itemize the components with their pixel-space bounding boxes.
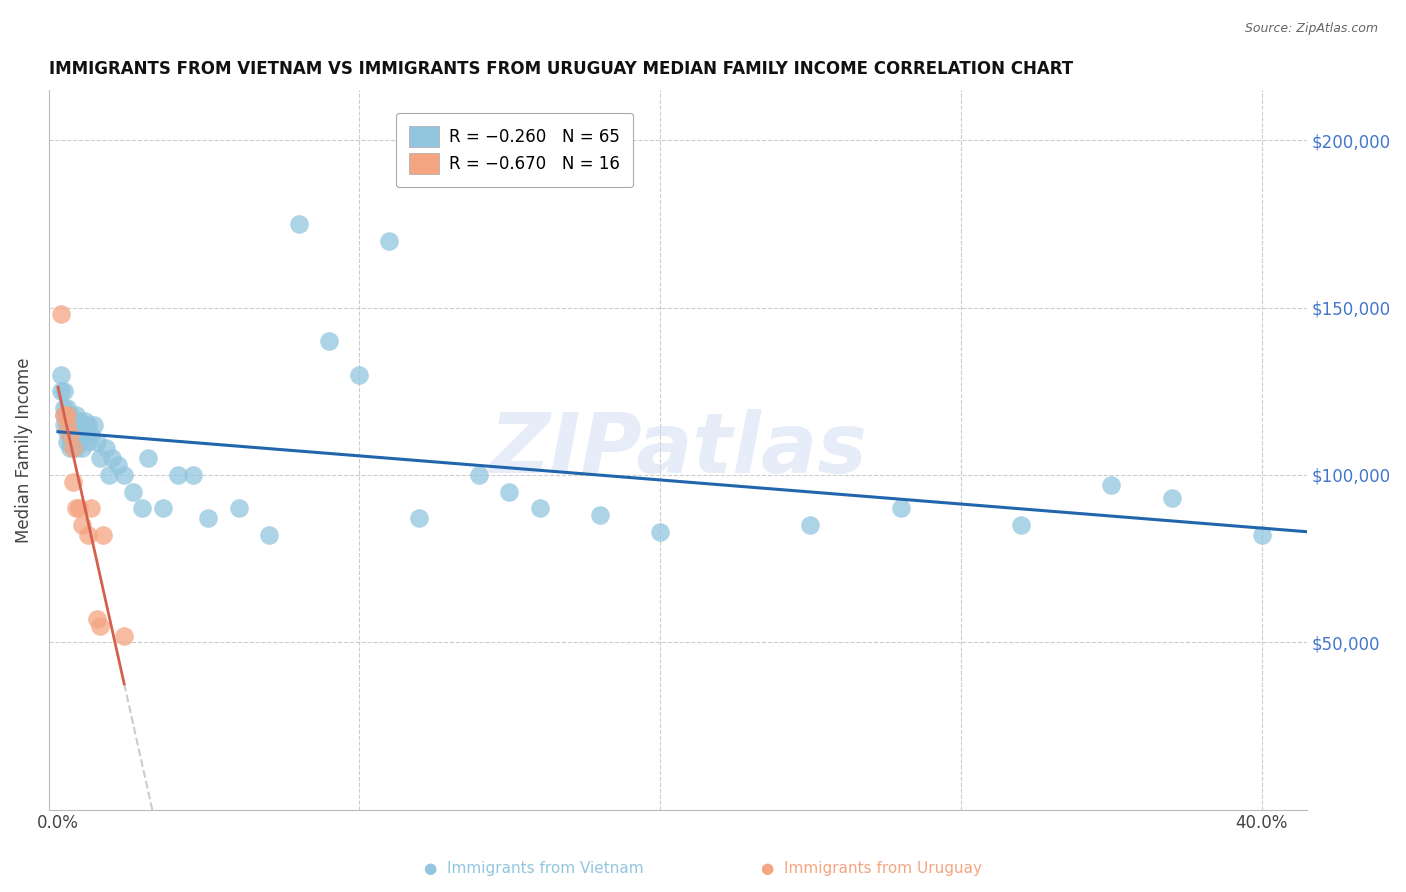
Point	[468, 468, 491, 483]
Point	[53, 408, 76, 422]
Point	[56, 408, 79, 422]
Point	[56, 425, 79, 439]
Point	[62, 427, 84, 442]
Point	[89, 451, 111, 466]
Point	[167, 468, 190, 483]
Point	[70, 417, 93, 432]
Point	[49, 384, 72, 399]
Point	[529, 501, 551, 516]
Point	[62, 414, 84, 428]
Point	[183, 468, 205, 483]
Point	[96, 442, 118, 456]
Text: Source: ZipAtlas.com: Source: ZipAtlas.com	[1244, 22, 1378, 36]
Point	[1010, 518, 1032, 533]
Point	[107, 458, 129, 472]
Point	[53, 408, 76, 422]
Text: ●  Immigrants from Vietnam: ● Immigrants from Vietnam	[425, 861, 644, 876]
Point	[67, 501, 90, 516]
Point	[65, 417, 87, 432]
Point	[70, 442, 93, 456]
Point	[62, 475, 84, 489]
Point	[77, 528, 100, 542]
Point	[65, 501, 87, 516]
Point	[59, 427, 82, 442]
Point	[287, 217, 309, 231]
Point	[59, 427, 82, 442]
Point	[67, 414, 90, 428]
Point	[80, 427, 103, 442]
Point	[136, 451, 159, 466]
Point	[257, 528, 280, 542]
Point	[197, 511, 219, 525]
Point	[799, 518, 821, 533]
Point	[56, 434, 79, 449]
Point	[91, 528, 114, 542]
Point	[67, 434, 90, 449]
Point	[65, 408, 87, 422]
Point	[318, 334, 340, 348]
Point	[378, 234, 401, 248]
Point	[53, 401, 76, 415]
Point	[59, 442, 82, 456]
Point	[152, 501, 174, 516]
Point	[77, 417, 100, 432]
Text: ZIPatlas: ZIPatlas	[489, 409, 868, 491]
Point	[86, 434, 108, 449]
Point	[122, 484, 145, 499]
Point	[89, 618, 111, 632]
Point	[65, 442, 87, 456]
Point	[77, 434, 100, 449]
Point	[62, 434, 84, 449]
Point	[53, 417, 76, 432]
Point	[408, 511, 430, 525]
Point	[62, 421, 84, 435]
Point	[62, 442, 84, 456]
Point	[1160, 491, 1182, 506]
Point	[83, 417, 105, 432]
Point	[347, 368, 370, 382]
Point	[53, 384, 76, 399]
Point	[80, 501, 103, 516]
Point	[228, 501, 250, 516]
Point	[56, 417, 79, 432]
Point	[59, 434, 82, 449]
Text: ●  Immigrants from Uruguay: ● Immigrants from Uruguay	[761, 861, 983, 876]
Text: IMMIGRANTS FROM VIETNAM VS IMMIGRANTS FROM URUGUAY MEDIAN FAMILY INCOME CORRELAT: IMMIGRANTS FROM VIETNAM VS IMMIGRANTS FR…	[49, 60, 1073, 78]
Point	[1250, 528, 1272, 542]
Point	[589, 508, 612, 523]
Point	[112, 629, 135, 643]
Point	[98, 468, 121, 483]
Y-axis label: Median Family Income: Median Family Income	[15, 357, 32, 542]
Point	[648, 524, 671, 539]
Point	[49, 368, 72, 382]
Point	[86, 612, 108, 626]
Point	[70, 518, 93, 533]
Point	[131, 501, 153, 516]
Point	[59, 408, 82, 422]
Point	[75, 414, 97, 428]
Point	[890, 501, 912, 516]
Point	[59, 417, 82, 432]
Point	[112, 468, 135, 483]
Point	[101, 451, 124, 466]
Point	[1099, 478, 1122, 492]
Point	[498, 484, 520, 499]
Point	[56, 417, 79, 432]
Point	[75, 427, 97, 442]
Point	[56, 401, 79, 415]
Point	[49, 307, 72, 321]
Legend: R = −0.260   N = 65, R = −0.670   N = 16: R = −0.260 N = 65, R = −0.670 N = 16	[395, 113, 633, 187]
Point	[56, 408, 79, 422]
